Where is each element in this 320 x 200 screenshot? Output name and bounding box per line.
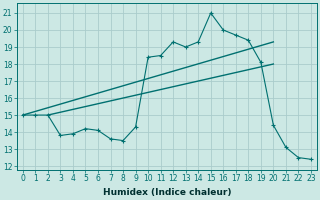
X-axis label: Humidex (Indice chaleur): Humidex (Indice chaleur) (103, 188, 231, 197)
